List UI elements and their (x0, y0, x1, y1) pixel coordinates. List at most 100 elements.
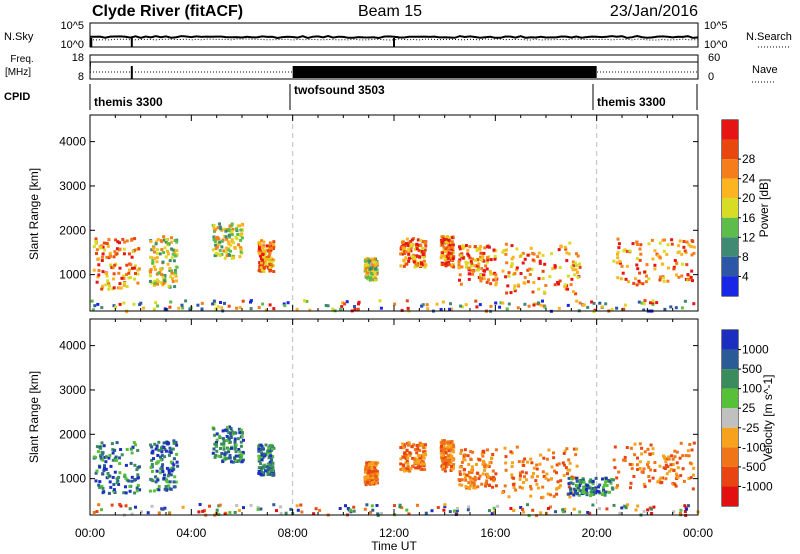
scatter-cell (512, 508, 516, 512)
scatter-cell (406, 465, 410, 469)
scatter-cell (464, 303, 468, 307)
scatter-cell (676, 466, 680, 470)
x-tick-label: 00:00 (683, 526, 713, 540)
scatter-cell (616, 237, 620, 241)
scatter-cell (575, 464, 579, 468)
scatter-cell (575, 479, 579, 483)
scatter-cell (677, 244, 681, 248)
scatter-cell (460, 460, 464, 464)
scatter-cell (451, 247, 455, 251)
scatter-cell (366, 275, 370, 279)
scatter-cell (544, 476, 548, 480)
scatter-cell (673, 259, 677, 262)
scatter-cell (457, 260, 461, 264)
scatter-cell (446, 454, 450, 458)
scatter-cell (420, 462, 424, 466)
scatter-cell (526, 280, 530, 284)
cpid-mode-2: themis 3300 (597, 95, 666, 109)
scatter-cell (523, 457, 527, 461)
scatter-cell (588, 511, 592, 515)
scatter-cell (175, 460, 179, 464)
scatter-cell (466, 508, 470, 512)
scatter-cell (574, 268, 578, 272)
scatter-cell (116, 240, 120, 244)
scatter-cell (339, 307, 343, 311)
scatter-cell (94, 471, 98, 475)
scatter-cell (618, 261, 622, 265)
scatter-cell (537, 251, 541, 255)
scatter-cell (461, 246, 465, 250)
scatter-cell (157, 488, 161, 492)
scatter-cell (175, 240, 179, 244)
scatter-cell (590, 493, 594, 497)
colorbar-tick-label: 20 (742, 191, 756, 205)
scatter-cell (110, 503, 114, 507)
scatter-cell (405, 262, 409, 266)
scatter-cell (172, 463, 176, 467)
scatter-cell (163, 246, 167, 250)
scatter-cell (318, 508, 322, 512)
scatter-cell (230, 238, 234, 242)
scatter-cell (169, 300, 173, 304)
scatter-cell (468, 256, 472, 260)
scatter-cell (108, 453, 112, 457)
scatter-cell (441, 263, 445, 266)
scatter-cell (202, 509, 206, 513)
scatter-cell (162, 446, 166, 449)
scatter-cell (610, 307, 614, 311)
scatter-cell (436, 506, 440, 509)
scatter-cell (228, 511, 232, 515)
scatter-cell (416, 461, 420, 465)
scatter-cell (216, 305, 220, 309)
scatter-cell (642, 509, 646, 513)
scatter-cell (447, 251, 451, 255)
scatter-cell (638, 247, 642, 251)
scatter-cell (683, 510, 687, 513)
scatter-cell (122, 252, 126, 256)
scatter-cell (426, 307, 430, 311)
scatter-cell (679, 474, 683, 478)
scatter-cell (594, 476, 598, 480)
scatter-cell (167, 453, 171, 457)
scatter-cell (239, 444, 243, 448)
scatter-cell (406, 469, 410, 473)
scatter-cell (218, 222, 221, 226)
scatter-cell (365, 468, 369, 471)
scatter-cell (577, 493, 581, 497)
nave-tick-bottom: 0 (708, 71, 714, 83)
scatter-cell (626, 503, 629, 507)
scatter-cell (105, 274, 109, 278)
scatter-cell (532, 281, 536, 284)
scatter-cell (416, 454, 420, 458)
scatter-cell (591, 486, 595, 490)
scatter-cell (100, 485, 104, 488)
scatter-cell (675, 472, 678, 476)
scatter-cell (449, 247, 453, 251)
scatter-cell (154, 240, 158, 244)
scatter-cell (465, 473, 469, 477)
scatter-cell (217, 512, 221, 516)
scatter-cell (447, 449, 451, 453)
scatter-cell (575, 447, 579, 451)
scatter-cell (476, 264, 480, 268)
scatter-cell (531, 258, 535, 262)
scatter-cell (374, 477, 378, 481)
scatter-cell (515, 247, 519, 251)
scatter-cell (467, 470, 471, 474)
scatter-cell (170, 271, 174, 275)
scatter-cell (483, 246, 487, 250)
scatter-cell (371, 476, 375, 480)
scatter-cell (581, 478, 585, 482)
scatter-cell (373, 466, 377, 469)
scatter-cell (584, 486, 588, 490)
scatter-cell (424, 511, 428, 515)
scatter-cell (578, 510, 582, 514)
scatter-cell (235, 504, 239, 507)
scatter-cell (405, 460, 409, 463)
scatter-cell (630, 463, 634, 467)
scatter-cell (123, 240, 127, 244)
scatter-cell (647, 465, 651, 469)
scatter-cell (579, 489, 583, 493)
scatter-cell (127, 271, 131, 275)
scatter-cell (221, 437, 225, 441)
